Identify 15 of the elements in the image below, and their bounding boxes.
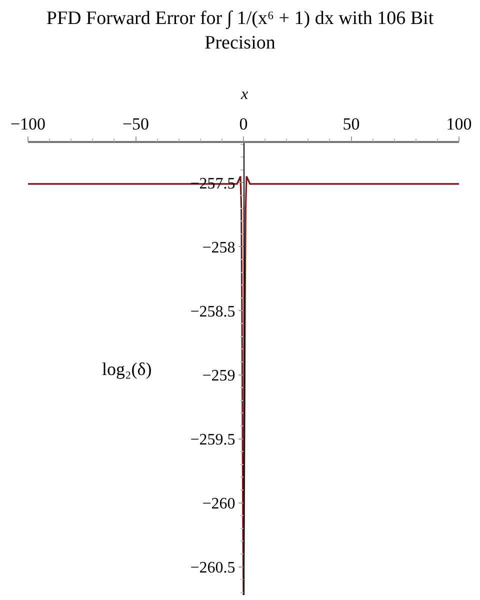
x-tick-label: −100 [10,114,46,134]
y-tick-label: −259.5 [190,431,236,448]
y-tick-label: −260.5 [190,559,236,576]
x-tick-label: 50 [342,114,360,134]
y-tick-label: −259 [202,367,236,384]
line-series [28,175,459,595]
y-tick-label: −258.5 [190,303,236,320]
x-tick-label: 0 [239,114,248,134]
y-tick-label: −258 [202,239,236,256]
y-axis-title: log₂(δ) [102,359,152,379]
x-tick-label: 100 [446,114,472,134]
x-tick-label: −50 [122,114,150,134]
y-tick-label: −260 [202,495,236,512]
x-axis-title: x [240,86,248,103]
chart-title: PFD Forward Error for ∫ 1/(x⁶ + 1) dx with 106 Bit Precision [46,8,434,54]
